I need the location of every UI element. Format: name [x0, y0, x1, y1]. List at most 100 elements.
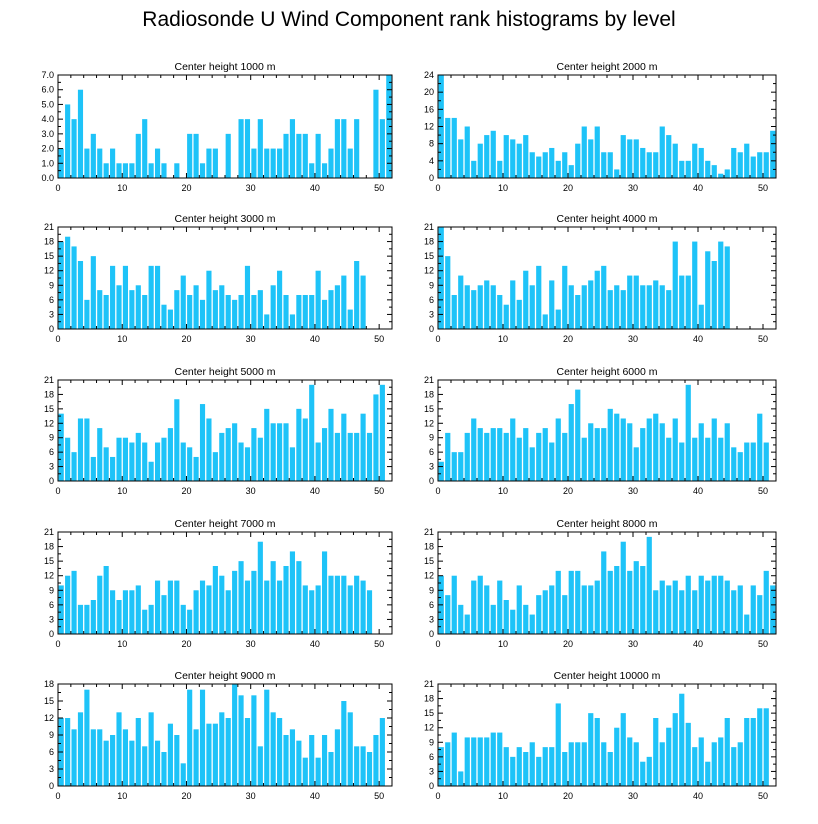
- x-tick-label: 40: [693, 334, 703, 344]
- histogram-bar: [238, 295, 244, 329]
- histogram-bar: [341, 575, 347, 634]
- histogram-bar: [334, 729, 340, 786]
- histogram-bar: [238, 561, 244, 634]
- histogram-bar: [232, 684, 238, 786]
- histogram-bar: [328, 290, 334, 329]
- histogram-bar: [373, 735, 379, 786]
- histogram-bar: [659, 285, 665, 329]
- histogram-bar: [659, 423, 665, 481]
- panel-title: Center height 10000 m: [554, 670, 661, 682]
- histogram-bar: [614, 413, 620, 481]
- histogram-bar: [477, 143, 483, 178]
- panel-2: Center height 2000 m 0 4 8 12 16 20 24 0 10 20 30 40…: [424, 61, 777, 193]
- histogram-bar: [347, 585, 353, 634]
- histogram-bar: [757, 152, 763, 178]
- histogram-bar: [174, 290, 180, 329]
- x-tick-label: 20: [181, 639, 191, 649]
- histogram-bar: [666, 585, 672, 634]
- histogram-bar: [575, 570, 581, 634]
- histogram-bar: [225, 718, 231, 786]
- histogram-bar: [737, 742, 743, 786]
- histogram-bar: [116, 285, 122, 329]
- histogram-bar: [588, 585, 594, 634]
- histogram-bar: [328, 575, 334, 634]
- histogram-bar: [516, 747, 522, 786]
- histogram-bar: [451, 452, 457, 481]
- histogram-bar: [347, 309, 353, 329]
- histogram-bar: [581, 285, 587, 329]
- histogram-bar: [724, 246, 730, 329]
- y-tick-label: 3: [49, 309, 54, 319]
- histogram-bar: [594, 580, 600, 634]
- histogram-bar: [360, 580, 366, 634]
- histogram-bar: [309, 590, 315, 634]
- histogram-bar: [71, 246, 77, 329]
- histogram-bar: [490, 130, 496, 178]
- histogram-bar: [620, 713, 626, 786]
- x-tick-label: 40: [693, 791, 703, 801]
- histogram-bar: [354, 261, 360, 329]
- y-tick-label: 21: [44, 527, 54, 537]
- histogram-bar: [110, 148, 116, 178]
- histogram-bar: [672, 241, 678, 329]
- histogram-bar: [341, 275, 347, 329]
- histogram-bar: [103, 447, 109, 481]
- histogram-bar: [731, 747, 737, 786]
- histogram-bar: [103, 566, 109, 634]
- histogram-bar: [529, 152, 535, 178]
- histogram-bar: [122, 590, 129, 634]
- histogram-bar: [309, 295, 315, 329]
- histogram-bar: [65, 437, 71, 481]
- y-tick-label: 18: [44, 542, 54, 552]
- histogram-bar: [510, 756, 516, 786]
- histogram-bar: [193, 285, 199, 329]
- y-tick-label: 0.0: [41, 173, 54, 183]
- x-tick-label: 40: [310, 791, 320, 801]
- x-tick-label: 50: [758, 486, 768, 496]
- y-tick-label: 0: [49, 629, 54, 639]
- y-tick-label: 15: [44, 556, 54, 566]
- x-tick-label: 40: [693, 639, 703, 649]
- histogram-bar: [737, 452, 743, 481]
- x-tick-label: 40: [310, 334, 320, 344]
- histogram-bar: [542, 428, 548, 481]
- histogram-bar: [219, 712, 225, 786]
- histogram-bar: [334, 432, 340, 481]
- histogram-bar: [270, 285, 276, 329]
- histogram-bar: [232, 299, 238, 329]
- histogram-bar: [484, 280, 490, 329]
- histogram-bar: [309, 735, 315, 786]
- histogram-bar: [750, 718, 756, 786]
- histogram-bar: [283, 423, 289, 481]
- histogram-bar: [257, 437, 263, 481]
- histogram-bar: [438, 461, 444, 481]
- histogram-bar: [315, 270, 321, 329]
- histogram-bar: [744, 442, 750, 481]
- histogram-bar: [607, 570, 613, 634]
- histogram-bar: [58, 585, 64, 634]
- histogram-bar: [71, 452, 77, 481]
- histogram-bar: [321, 551, 328, 634]
- y-tick-label: 4.0: [41, 114, 54, 124]
- panel-title: Center height 1000 m: [175, 61, 276, 73]
- histogram-bar: [503, 135, 509, 178]
- y-tick-label: 15: [424, 251, 434, 261]
- panel-10: Center height 10000 m 0 3 6 9 12 15 18 21 0 10 20 30…: [424, 670, 777, 801]
- histogram-bar: [718, 575, 724, 634]
- histogram-bar: [135, 285, 141, 329]
- x-tick-label: 0: [55, 791, 60, 801]
- histogram-bar: [84, 689, 90, 786]
- x-tick-label: 30: [246, 791, 256, 801]
- y-tick-label: 15: [44, 251, 54, 261]
- histogram-bar: [315, 442, 321, 481]
- histogram-bar: [471, 290, 477, 329]
- histogram-bar: [575, 389, 581, 481]
- histogram-bar: [77, 89, 84, 178]
- histogram-bar: [562, 152, 568, 178]
- histogram-bar: [718, 241, 724, 329]
- histogram-bar: [296, 408, 302, 481]
- histogram-bar: [685, 722, 691, 786]
- histogram-bar: [640, 566, 646, 634]
- panel-title: Center height 4000 m: [557, 213, 658, 225]
